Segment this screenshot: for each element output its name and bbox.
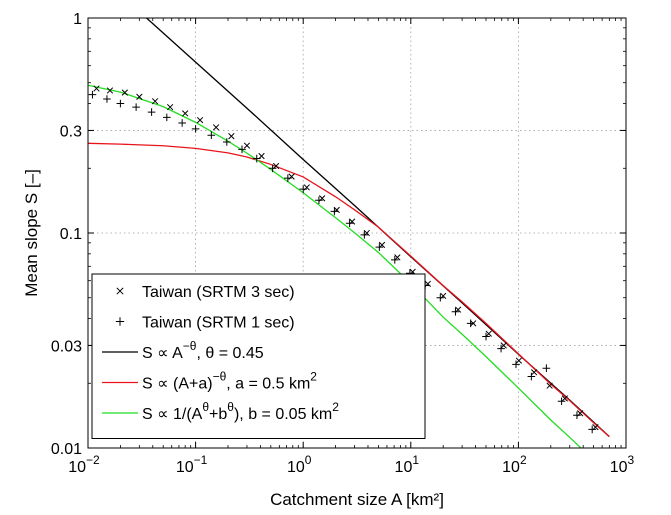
ticks: 10−2 10−1 100 101 102 103 0.01 0.03 0.1 0.3 1 — [51, 11, 635, 476]
data-point — [178, 119, 186, 127]
y-tick-label: 0.3 — [60, 123, 82, 140]
data-point — [530, 369, 538, 376]
data-point — [196, 116, 204, 124]
series-points-2 — [88, 90, 596, 434]
x-tick-label: 10−2 — [68, 453, 100, 476]
data-point — [394, 254, 401, 261]
data-point — [207, 131, 216, 140]
data-point — [436, 293, 445, 302]
data-point — [238, 145, 246, 154]
data-point — [299, 185, 307, 193]
data-point — [136, 93, 143, 100]
data-point — [315, 196, 323, 205]
y-tick-label: 1 — [73, 11, 82, 28]
data-point — [561, 395, 568, 402]
data-point — [588, 425, 596, 434]
data-point — [132, 103, 140, 111]
data-point — [497, 344, 505, 353]
data-point — [106, 87, 114, 94]
data-point — [345, 219, 354, 228]
data-point — [182, 110, 189, 117]
x-tick-label: 102 — [502, 453, 527, 476]
legend-box — [91, 273, 426, 439]
data-point — [485, 330, 492, 337]
data-point — [258, 152, 265, 160]
data-point — [151, 98, 159, 105]
legend-entry-label: S ∝ (A+a)−θ, a = 0.5 km2 — [142, 370, 317, 393]
data-point — [557, 397, 566, 406]
data-point — [166, 103, 174, 111]
series-layer — [88, 18, 610, 448]
legend-entry-label: Taiwan (SRTM 1 sec) — [142, 315, 295, 332]
data-point — [482, 332, 490, 341]
x-tick-label: 100 — [287, 453, 312, 476]
y-tick-label: 0.03 — [51, 338, 82, 355]
data-point — [500, 342, 507, 349]
series-points-1 — [93, 85, 599, 431]
data-point — [542, 364, 551, 373]
data-point — [93, 85, 100, 92]
data-point — [121, 89, 128, 96]
legend-marker — [115, 317, 125, 326]
data-point — [228, 133, 235, 140]
data-point — [573, 411, 581, 420]
series-line-3 — [88, 84, 582, 448]
data-point — [451, 308, 460, 316]
y-axis-label: Mean slope S [–] — [22, 169, 41, 297]
y-tick-label: 0.01 — [51, 441, 82, 458]
data-point — [466, 319, 475, 328]
data-point — [252, 154, 261, 163]
data-point — [163, 113, 171, 122]
data-point — [527, 372, 536, 381]
x-axis-label: Catchment size A [km²] — [270, 490, 444, 509]
data-point — [284, 174, 292, 182]
legend-entry-label: Taiwan (SRTM 3 sec) — [142, 284, 295, 301]
legend: Taiwan (SRTM 3 sec) Taiwan (SRTM 1 sec) S … — [91, 273, 426, 439]
legend-entry-label: S ∝ A−θ, θ = 0.45 — [142, 339, 264, 362]
x-tick-label: 103 — [610, 453, 635, 476]
data-point — [375, 243, 384, 251]
data-point — [116, 99, 125, 108]
series-line-2 — [88, 142, 610, 438]
data-point — [147, 108, 156, 116]
data-point — [243, 142, 251, 149]
data-point — [546, 382, 553, 389]
data-point — [330, 207, 339, 216]
data-point — [223, 138, 231, 146]
data-point — [268, 164, 277, 173]
data-point — [191, 125, 200, 133]
data-point — [103, 95, 111, 103]
data-point — [360, 231, 369, 239]
data-point — [515, 357, 523, 364]
legend-entry-label: S ∝ 1/(Aθ+bθ), b = 0.05 km2 — [142, 400, 339, 423]
data-point — [88, 90, 97, 99]
legend-marker — [116, 287, 124, 295]
x-tick-label: 10−1 — [176, 453, 208, 476]
data-point — [390, 256, 399, 264]
x-tick-label: 101 — [395, 453, 420, 476]
data-point — [212, 124, 220, 131]
y-tick-label: 0.1 — [60, 226, 82, 243]
data-point — [512, 360, 520, 369]
